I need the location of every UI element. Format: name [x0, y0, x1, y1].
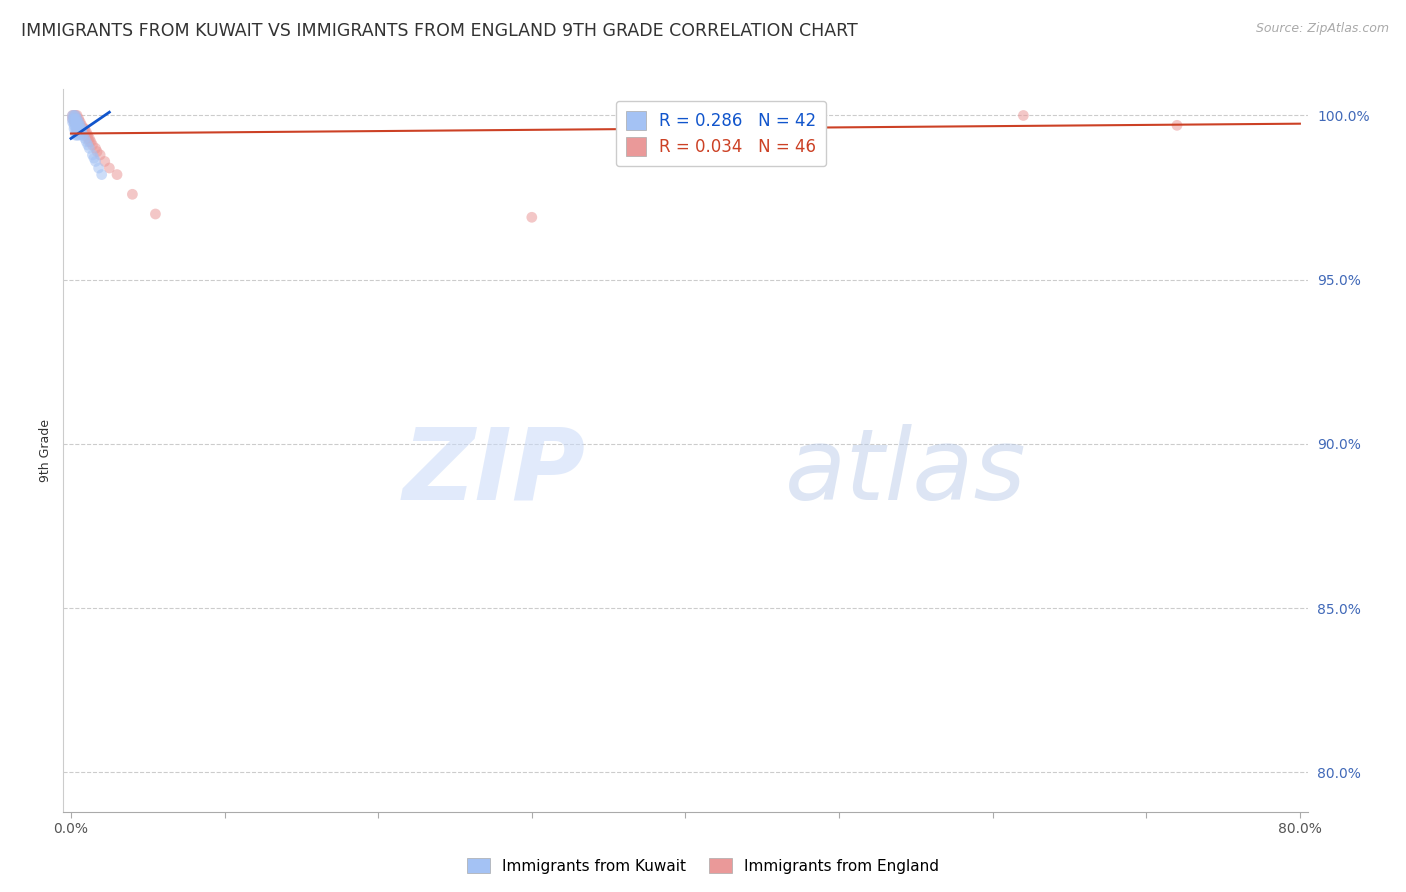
Point: [67, 119, 90, 133]
Text: ZIP: ZIP: [404, 424, 586, 521]
Point: [145, 207, 167, 221]
Point: [66, 128, 89, 143]
Point: [67, 119, 90, 133]
Point: [90, 168, 112, 182]
Point: [72, 125, 94, 139]
Point: [87, 161, 110, 175]
Point: [69, 121, 91, 136]
Point: [65, 112, 87, 126]
Point: [62, 112, 84, 126]
Point: [75, 135, 97, 149]
Point: [82, 138, 104, 153]
Point: [89, 148, 111, 162]
Point: [93, 154, 115, 169]
Point: [65, 108, 87, 122]
Point: [62, 108, 84, 122]
Point: [67, 128, 90, 143]
Point: [65, 112, 87, 126]
Point: [82, 148, 104, 162]
Point: [76, 131, 98, 145]
Point: [80, 135, 103, 149]
Point: [69, 121, 91, 136]
Point: [79, 131, 101, 145]
Point: [86, 145, 108, 159]
Point: [66, 125, 89, 139]
Point: [63, 112, 86, 126]
Point: [98, 161, 121, 175]
Point: [76, 138, 98, 153]
Point: [63, 108, 86, 122]
Point: [1166, 119, 1188, 133]
Point: [66, 108, 89, 122]
Point: [1012, 108, 1035, 122]
Point: [79, 141, 101, 155]
Point: [69, 125, 91, 139]
Point: [69, 119, 91, 133]
Y-axis label: 9th Grade: 9th Grade: [39, 419, 52, 482]
Point: [70, 128, 93, 143]
Point: [66, 119, 89, 133]
Point: [67, 115, 90, 129]
Point: [75, 128, 97, 143]
Point: [62, 112, 84, 126]
Point: [70, 121, 93, 136]
Point: [66, 121, 89, 136]
Point: [63, 119, 86, 133]
Point: [65, 115, 87, 129]
Point: [70, 125, 93, 139]
Text: IMMIGRANTS FROM KUWAIT VS IMMIGRANTS FROM ENGLAND 9TH GRADE CORRELATION CHART: IMMIGRANTS FROM KUWAIT VS IMMIGRANTS FRO…: [21, 22, 858, 40]
Point: [66, 115, 89, 129]
Point: [65, 121, 87, 136]
Point: [63, 121, 86, 136]
Point: [62, 108, 84, 122]
Point: [67, 112, 90, 126]
Point: [73, 131, 96, 145]
Point: [63, 112, 86, 126]
Point: [79, 135, 101, 149]
Text: Source: ZipAtlas.com: Source: ZipAtlas.com: [1256, 22, 1389, 36]
Point: [72, 128, 94, 143]
Point: [76, 128, 98, 143]
Point: [67, 125, 90, 139]
Point: [65, 119, 87, 133]
Point: [67, 121, 90, 136]
Point: [105, 168, 128, 182]
Point: [63, 115, 86, 129]
Point: [63, 115, 86, 129]
Point: [83, 151, 105, 165]
Point: [70, 119, 93, 133]
Point: [65, 128, 87, 143]
Point: [84, 141, 107, 155]
Point: [73, 125, 96, 139]
Legend: Immigrants from Kuwait, Immigrants from England: Immigrants from Kuwait, Immigrants from …: [461, 852, 945, 880]
Point: [69, 119, 91, 133]
Point: [63, 108, 86, 122]
Point: [66, 125, 89, 139]
Point: [67, 115, 90, 129]
Point: [66, 119, 89, 133]
Legend: R = 0.286   N = 42, R = 0.034   N = 46: R = 0.286 N = 42, R = 0.034 N = 46: [616, 101, 827, 166]
Point: [84, 154, 107, 169]
Point: [75, 125, 97, 139]
Point: [65, 125, 87, 139]
Point: [69, 115, 91, 129]
Point: [121, 187, 143, 202]
Point: [67, 121, 90, 136]
Point: [66, 115, 89, 129]
Text: atlas: atlas: [785, 424, 1026, 521]
Point: [73, 121, 96, 136]
Point: [62, 115, 84, 129]
Point: [520, 211, 543, 225]
Point: [72, 121, 94, 136]
Point: [70, 121, 93, 136]
Point: [66, 112, 89, 126]
Point: [65, 108, 87, 122]
Point: [66, 121, 89, 136]
Point: [65, 115, 87, 129]
Point: [66, 112, 89, 126]
